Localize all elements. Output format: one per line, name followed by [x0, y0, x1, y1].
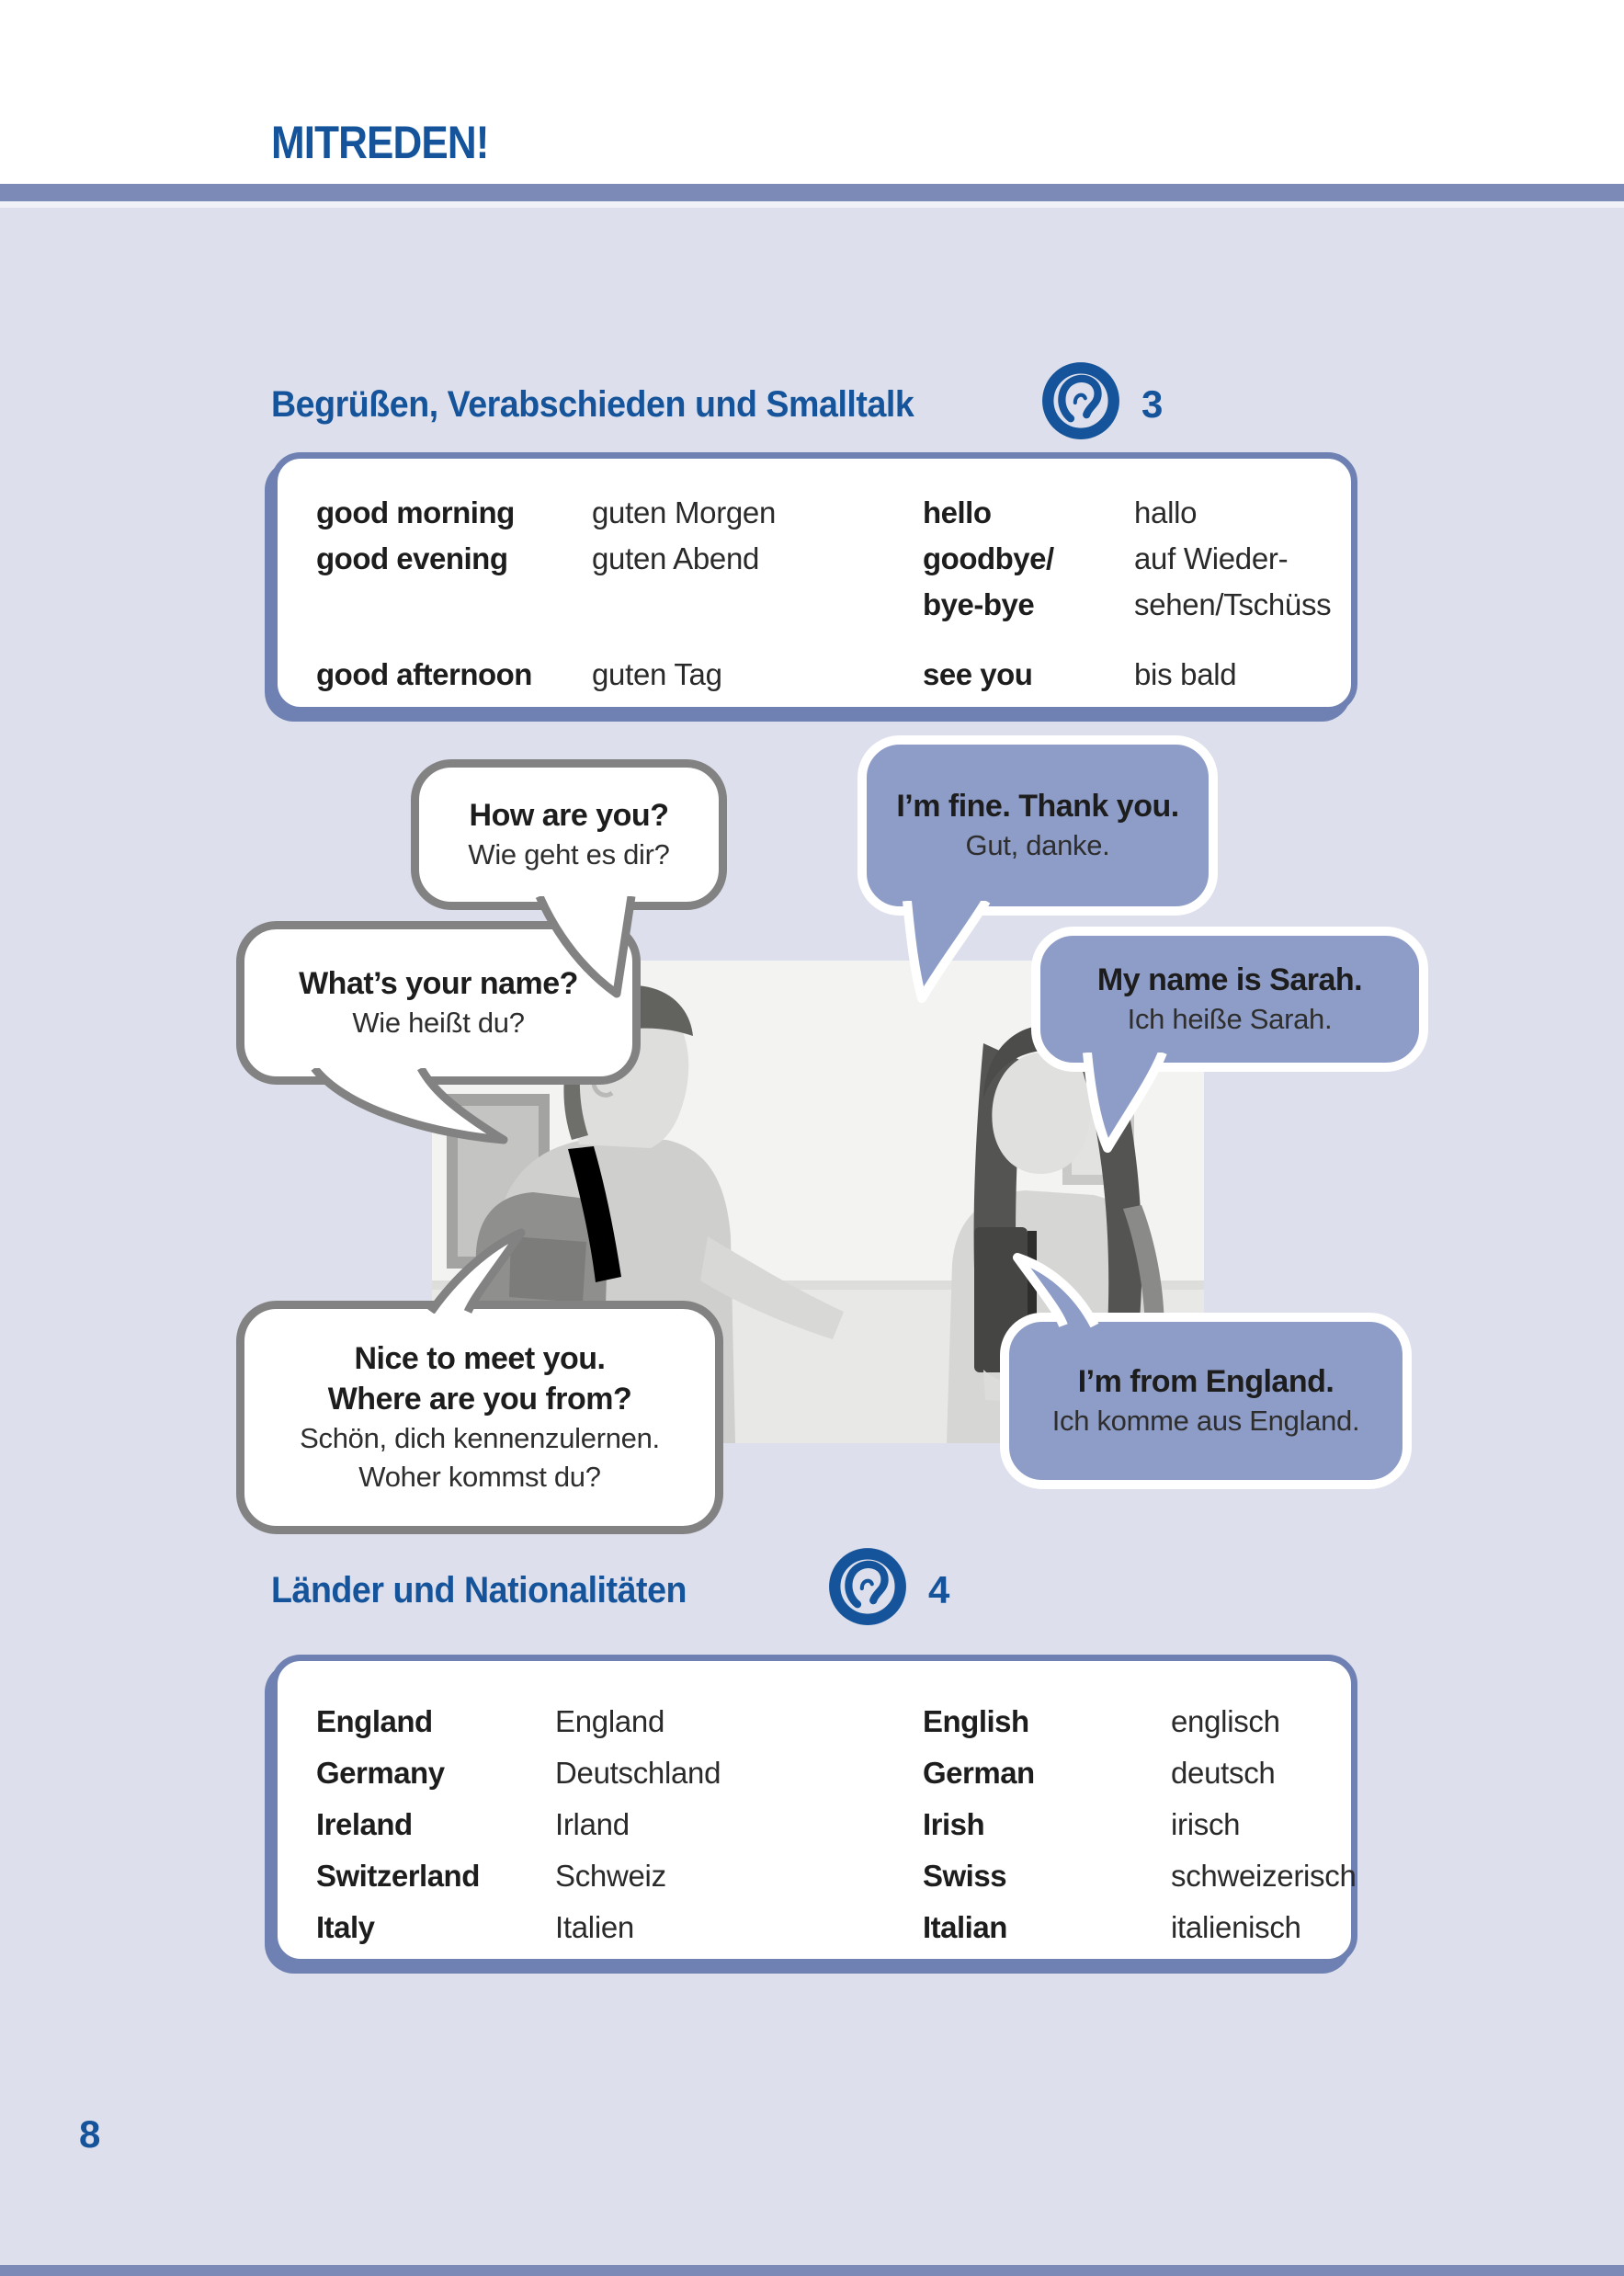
vocab-term-de: guten Tag: [592, 657, 722, 691]
vocab-term-de: schweizerisch: [1171, 1859, 1357, 1893]
vocab-term-en: English: [923, 1704, 1029, 1738]
vocab-term-de: Deutschland: [555, 1756, 721, 1790]
bubble-tail-icon: [903, 901, 991, 1003]
vocab-term-de: [592, 582, 923, 628]
vocab-row: good morning guten Morgen hello hallo: [316, 490, 1333, 536]
vocab-term-en: England: [316, 1704, 433, 1738]
vocab-term-de: Italien: [555, 1910, 634, 1944]
vocab-term-de: guten Morgen: [592, 495, 777, 529]
vocab-row: bye-bye sehen/Tschüss: [316, 582, 1333, 628]
vocab-term-de: auf Wieder-: [1134, 541, 1289, 575]
page-number: 8: [79, 2112, 101, 2156]
vocab-term-en: goodbye/: [923, 541, 1054, 575]
top-divider-bar: [0, 184, 1624, 201]
top-divider-gap: [0, 201, 1624, 208]
bubble-text-de: Ich heiße Sarah.: [1127, 1003, 1333, 1035]
vocab-term-en: Italian: [923, 1910, 1007, 1944]
section-heading-greetings: Begrüßen, Verabschieden und Smalltalk: [271, 384, 914, 425]
speech-bubble-nice-to-meet-you: Nice to meet you. Where are you from? Sc…: [236, 1301, 723, 1534]
bubble-text-en: How are you?: [469, 798, 669, 833]
audio-track-number: 3: [1141, 382, 1164, 426]
audio-track-number: 4: [928, 1568, 950, 1611]
bubble-text-de: Schön, dich kennenzulernen.: [300, 1422, 660, 1454]
vocab-term-en: Ireland: [316, 1807, 413, 1841]
bubble-tail-icon: [1083, 1053, 1167, 1153]
speech-bubble-my-name-is-sarah: My name is Sarah. Ich heiße Sarah.: [1031, 927, 1428, 1072]
bubble-text-de: Ich komme aus England.: [1051, 1405, 1360, 1437]
vocab-term-en: hello: [923, 495, 992, 529]
vocab-term-en: good evening: [316, 541, 508, 575]
vocab-term-en: German: [923, 1756, 1035, 1790]
bubble-text-de: Gut, danke.: [965, 829, 1110, 861]
page-title: MITREDEN!: [271, 117, 489, 168]
vocab-term-en: good morning: [316, 495, 515, 529]
vocab-row: good evening guten Abend goodbye/ auf Wi…: [316, 536, 1333, 582]
vocab-row: Italy Italien Italian italienisch: [316, 1902, 1333, 1953]
vocab-row: good afternoon guten Tag see you bis bal…: [316, 652, 1333, 698]
vocab-row: Switzerland Schweiz Swiss schweizerisch: [316, 1850, 1357, 1902]
vocab-term-de: Schweiz: [555, 1859, 666, 1893]
bubble-text-en: I’m fine. Thank you.: [896, 789, 1179, 824]
vocab-row: Ireland Irland Irish irisch: [316, 1799, 1333, 1850]
bubble-text-en: My name is Sarah.: [1096, 962, 1363, 997]
bubble-tail-icon: [1013, 1253, 1099, 1327]
vocab-term-en: good afternoon: [316, 657, 532, 691]
bubble-tail-icon: [427, 1228, 526, 1314]
speech-bubble-im-from-england: I’m from England. Ich komme aus England.: [1000, 1313, 1412, 1489]
bubble-text-de: Wie heißt du?: [352, 1007, 525, 1039]
vocab-term-de: Irland: [555, 1807, 630, 1841]
bubble-tail-icon: [311, 1068, 508, 1144]
vocab-term-de: deutsch: [1171, 1756, 1276, 1790]
vocab-term-en: Swiss: [923, 1859, 1007, 1893]
vocab-term-de: sehen/Tschüss: [1134, 587, 1332, 621]
vocab-box-greetings: good morning guten Morgen hello hallo go…: [271, 452, 1357, 713]
bottom-divider-bar: [0, 2265, 1624, 2276]
section-heading-countries: Länder und Nationalitäten: [271, 1570, 687, 1610]
vocab-term-de: hallo: [1134, 495, 1198, 529]
bubble-text-de: Wie geht es dir?: [468, 838, 670, 871]
ear-audio-icon: [1042, 362, 1119, 439]
vocab-row: Germany Deutschland German deutsch: [316, 1747, 1333, 1799]
bubble-text-de: Woher kommst du?: [358, 1461, 601, 1493]
vocab-row: England England English englisch: [316, 1696, 1333, 1747]
vocab-term-de: bis bald: [1134, 657, 1237, 691]
vocab-term-de: guten Abend: [592, 541, 760, 575]
vocab-term-de: England: [555, 1704, 665, 1738]
speech-bubble-how-are-you: How are you? Wie geht es dir?: [411, 759, 727, 910]
vocab-term-en: Germany: [316, 1756, 445, 1790]
bubble-text-en: Where are you from?: [327, 1382, 632, 1417]
vocab-term-en: Italy: [316, 1910, 375, 1944]
vocab-term-de: irisch: [1171, 1807, 1241, 1841]
bubble-text-en: What’s your name?: [299, 966, 578, 1001]
bubble-tail-icon: [535, 896, 636, 998]
vocab-term-en: [316, 582, 592, 628]
vocab-term-en: Irish: [923, 1807, 985, 1841]
vocab-term-en: Switzerland: [316, 1859, 480, 1893]
vocab-term-de: englisch: [1171, 1704, 1280, 1738]
vocab-term-de: italienisch: [1171, 1910, 1301, 1944]
ear-audio-icon: [829, 1548, 906, 1625]
vocab-term-en: see you: [923, 657, 1033, 691]
vocab-term-en: bye-bye: [923, 587, 1035, 621]
vocab-box-countries: England England English englisch Germany…: [271, 1655, 1357, 1965]
bubble-text-en: I’m from England.: [1077, 1364, 1334, 1399]
speech-bubble-im-fine: I’m fine. Thank you. Gut, danke.: [857, 735, 1218, 916]
bubble-text-en: Nice to meet you.: [354, 1341, 606, 1376]
